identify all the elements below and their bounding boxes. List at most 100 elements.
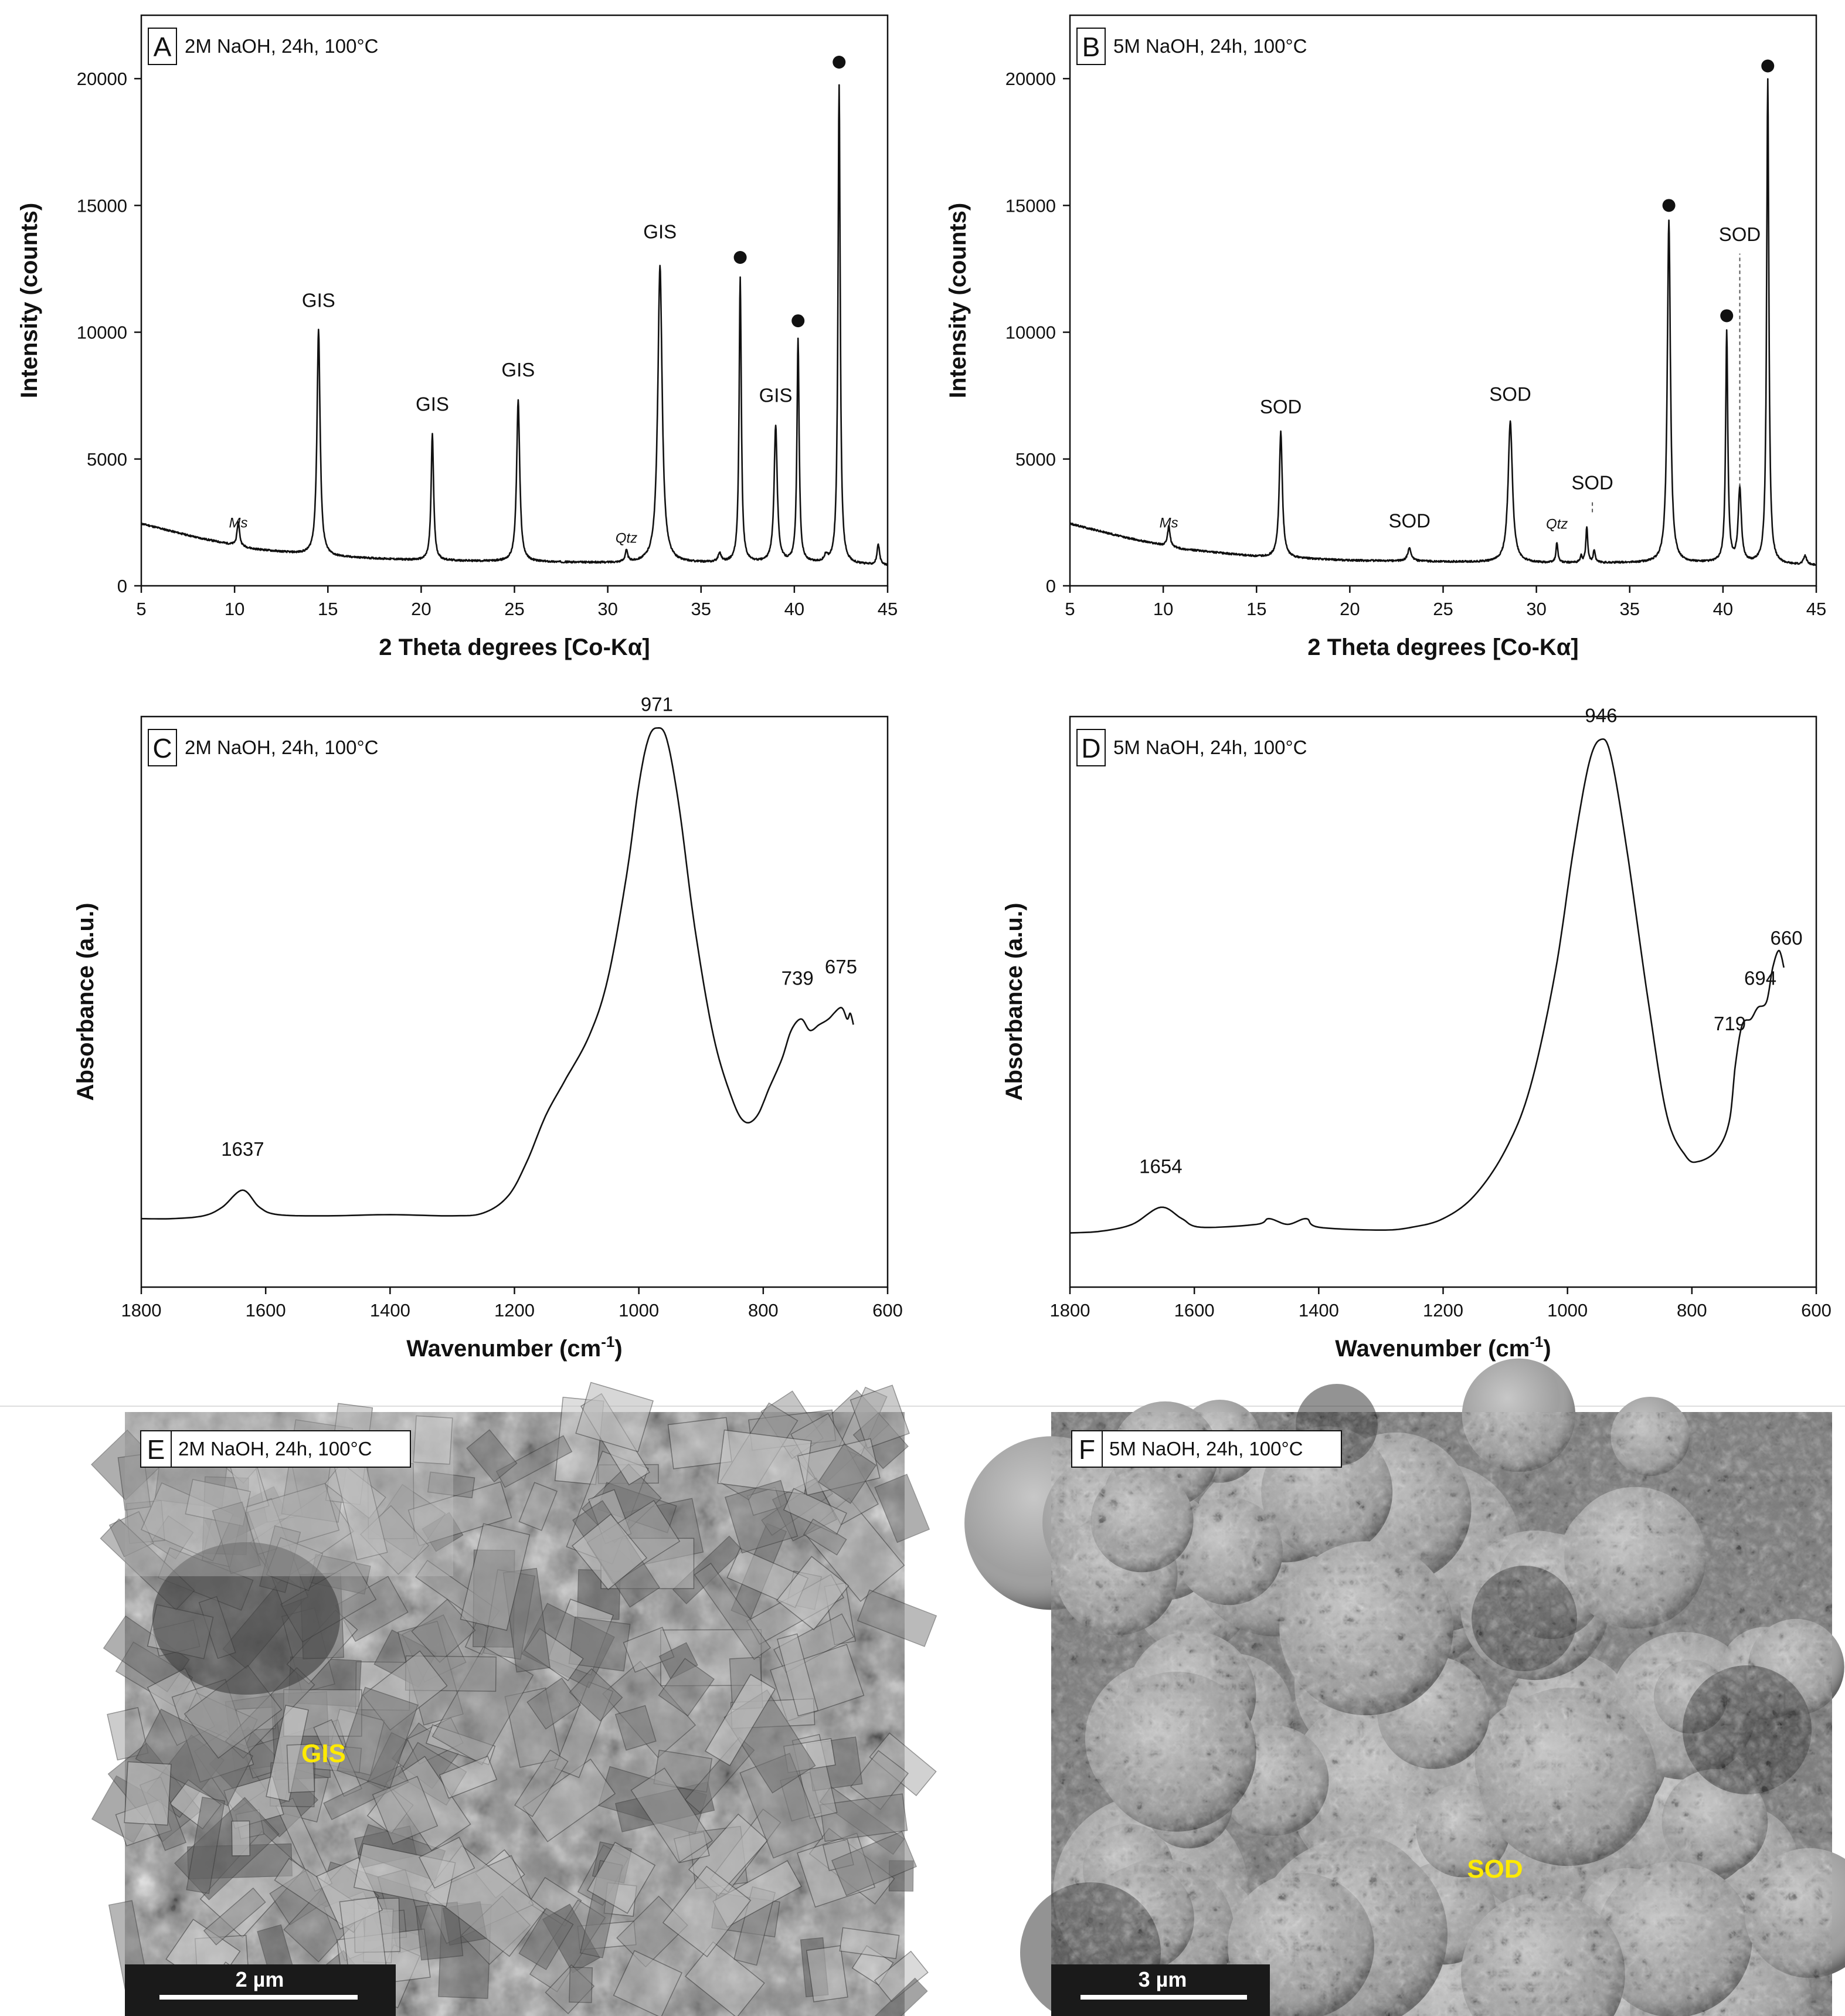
x-axis-title: 2 Theta degrees [Co-Kα] — [1307, 634, 1578, 660]
x-tick-label: 600 — [872, 1300, 903, 1321]
panel-letter: A — [154, 32, 172, 62]
sem-f-texture — [1051, 1412, 1832, 2016]
y-tick-label: 5000 — [1015, 449, 1056, 470]
crystal-facet — [418, 1837, 475, 1889]
panel-letter: B — [1082, 32, 1100, 62]
panel-condition: 2M NaOH, 24h, 100°C — [185, 35, 379, 57]
panel-b-xrd-chart: 5 10 15 20 25 30 35 40 45 0 5000 10000 15000 20000 2 T… — [945, 14, 1826, 660]
peak-annotation: 675 — [825, 956, 857, 978]
crystal-facet — [850, 1384, 910, 1449]
x-tick-label: 30 — [1526, 599, 1546, 619]
peak-annotation: 1654 — [1139, 1155, 1182, 1177]
x-tick-label: 40 — [1713, 599, 1733, 619]
panel-f-sem-image: F 5M NaOH, 24h, 100°C SOD 3 µm — [964, 1358, 1845, 2016]
crystal-facet — [286, 1743, 315, 1793]
crystal-facet — [685, 1941, 765, 2016]
x-tick-label: 800 — [748, 1300, 779, 1321]
x-tick-label: 1800 — [121, 1300, 162, 1321]
peak-annotation: 946 — [1585, 705, 1617, 727]
sem-e-label-box — [140, 1430, 411, 1468]
y-tick-label: 15000 — [1005, 195, 1056, 216]
panel-d-ftir-chart: 1800 1600 1400 1200 1000 800 600 Wavenumber (cm… — [1001, 705, 1832, 1362]
x-tick-label: 1200 — [494, 1300, 535, 1321]
crystal-facet — [806, 1945, 848, 2003]
peak-annotation: Ms — [229, 515, 247, 531]
x-axis-title-text: 2 Theta degrees [Co-Kα] — [1307, 634, 1578, 660]
crystal-facet — [783, 1488, 848, 1535]
peak-dot-marker — [733, 250, 747, 264]
peak-annotation: 1637 — [221, 1138, 264, 1160]
x-tick-label: 1600 — [246, 1300, 286, 1321]
crystal-facet — [427, 1471, 475, 1499]
peak-dot-marker — [791, 314, 805, 328]
crystal-facet — [439, 1755, 498, 1799]
x-tick-label: 800 — [1677, 1300, 1707, 1321]
crystal-facet — [803, 1518, 847, 1556]
crystal-facet — [522, 1758, 616, 1842]
crystal-facet — [514, 1749, 569, 1817]
crystal-facet — [518, 1908, 574, 1970]
y-axis-title: Intensity (counts) — [16, 203, 42, 398]
crystal-facet — [431, 1646, 534, 1766]
panel-letter-box — [1076, 28, 1106, 65]
y-tick-label: 20000 — [77, 69, 127, 89]
x-axis-title: Wavenumber (cm-1) — [1335, 1333, 1551, 1362]
panel-letter-box — [1076, 729, 1106, 766]
x-axis-title-text: Wavenumber (cm — [406, 1336, 601, 1362]
panel-condition-e: 2M NaOH, 24h, 100°C — [178, 1438, 372, 1460]
x-tick-label: 35 — [691, 599, 711, 619]
plot-frame — [140, 715, 889, 1288]
panel-a-xrd-chart: 5 10 15 20 25 30 35 40 45 0 5000 10000 15000 20000 2 T… — [16, 14, 898, 660]
crystal-facet — [694, 1562, 772, 1660]
series-line — [141, 727, 854, 1220]
panel-condition: 5M NaOH, 24h, 100°C — [1113, 737, 1307, 758]
x-tick-label: 1800 — [1050, 1300, 1090, 1321]
y-tick-label: 15000 — [77, 195, 127, 216]
x-tick-label: 20 — [1340, 599, 1360, 619]
crystal-facet — [874, 1474, 930, 1543]
panel-condition-f: 5M NaOH, 24h, 100°C — [1109, 1438, 1303, 1460]
crystal-facet — [407, 1481, 512, 1546]
x-tick-label: 25 — [1433, 599, 1453, 619]
peak-annotation: SOD — [1388, 510, 1431, 532]
y-tick-label: 0 — [1046, 576, 1056, 596]
x-tick-label: 1400 — [370, 1300, 410, 1321]
crystal-facet — [818, 1443, 877, 1504]
peak-annotation: 739 — [782, 967, 814, 989]
y-tick-label: 10000 — [77, 323, 127, 343]
peak-annotation: 660 — [1771, 927, 1803, 949]
peak-annotation: SOD — [1571, 472, 1613, 494]
crystal-facet — [613, 1950, 683, 2016]
peak-dot-marker — [1761, 59, 1775, 73]
peak-annotation: Qtz — [1546, 517, 1568, 532]
x-tick-label: 15 — [318, 599, 338, 619]
crystal-facet — [831, 1831, 917, 1896]
y-tick-label: 0 — [117, 576, 127, 596]
x-tick-label: 1200 — [1423, 1300, 1463, 1321]
x-tick-label: 1400 — [1299, 1300, 1339, 1321]
crystal-facet — [662, 1865, 752, 1958]
crystal-facet — [186, 1797, 226, 1894]
crystal-facet — [413, 1415, 453, 1465]
peak-annotation: GIS — [416, 393, 449, 415]
crystal-facet — [776, 1556, 850, 1631]
peak-annotation: GIS — [501, 359, 535, 381]
sem-e-phase-label: GIS — [301, 1739, 346, 1768]
peak-annotation: Qtz — [616, 530, 637, 546]
plot-frame — [140, 14, 889, 587]
x-axis-title-superscript: -1 — [601, 1333, 614, 1350]
crystal-facet — [630, 1767, 713, 1864]
peak-dot-marker — [1662, 199, 1676, 212]
crystal-facet — [337, 1686, 419, 1789]
crystal-facet — [231, 1820, 251, 1857]
x-tick-label: 20 — [411, 599, 431, 619]
sem-f-scale-bar-bg — [1051, 1964, 1270, 2016]
panel-condition: 2M NaOH, 24h, 100°C — [185, 737, 379, 758]
sem-e-crystals — [91, 1382, 937, 2016]
x-tick-label: 45 — [1806, 599, 1826, 619]
x-tick-label: 25 — [504, 599, 524, 619]
crystal-facet — [820, 1793, 908, 1842]
peak-annotation: Ms — [1160, 515, 1178, 531]
crystal-facet — [614, 1705, 657, 1751]
x-tick-label: 10 — [225, 599, 244, 619]
